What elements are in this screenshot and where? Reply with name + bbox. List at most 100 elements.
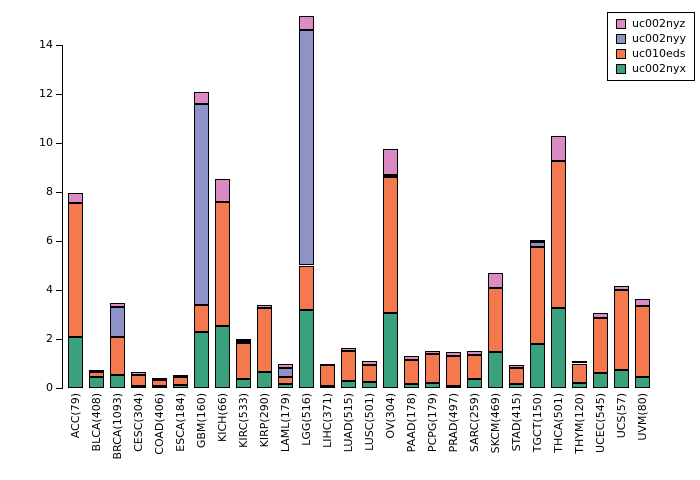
bar-segment-uc010eds (320, 365, 335, 387)
x-axis-label: CESC(304) (131, 393, 145, 452)
bar-segment-uc002nyz (404, 356, 419, 360)
x-axis-label: LGG(516) (299, 393, 313, 446)
x-axis-label: TGCT(150) (530, 393, 544, 453)
bar-segment-uc002nyx (110, 374, 125, 388)
y-axis-tick-label: 8 (46, 185, 53, 198)
x-axis-label: SKCM(469) (488, 393, 502, 454)
y-axis-line (62, 45, 63, 389)
bar-segment-uc010eds (488, 287, 503, 353)
bar-segment-uc002nyz (215, 178, 230, 202)
bar-segment-uc002nyz (257, 304, 272, 309)
bar-segment-uc002nyx (446, 385, 461, 388)
x-axis-label: LUAD(515) (341, 393, 355, 453)
bar-segment-uc002nyy (110, 307, 125, 337)
bar-segment-uc010eds (593, 318, 608, 374)
x-axis-label: BLCA(408) (89, 393, 103, 452)
y-axis-tick (56, 94, 62, 95)
bar-segment-uc010eds (68, 203, 83, 337)
x-axis-label: UCEC(545) (593, 393, 607, 453)
bar-segment-uc002nyz (299, 15, 314, 31)
y-axis-tick-label: 0 (46, 381, 53, 394)
bar-segment-uc002nyz (635, 298, 650, 306)
bar-segment-uc010eds (341, 351, 356, 381)
bar-segment-uc010eds (404, 359, 419, 385)
y-axis-tick (56, 192, 62, 193)
bar-segment-uc002nyz (614, 286, 629, 290)
legend-swatch-uc002nyx (615, 64, 626, 74)
bar-segment-uc002nyx (404, 384, 419, 388)
x-axis-label: THCA(501) (551, 393, 565, 453)
x-axis-label: PCPG(179) (425, 393, 439, 453)
legend-item: uc002nyx (615, 62, 686, 75)
bar-segment-uc002nyy (194, 103, 209, 305)
bar-segment-uc010eds (131, 374, 146, 386)
bar-segment-uc002nyx (467, 379, 482, 388)
legend-item: uc002nyy (615, 33, 686, 45)
bar-segment-uc010eds (278, 376, 293, 385)
x-axis-label: OV(304) (383, 393, 397, 439)
legend: uc002nyz uc002nyy uc010eds uc002nyx (606, 12, 695, 81)
bar-segment-uc002nyz (509, 364, 524, 369)
x-axis-label: ESCA(184) (173, 393, 187, 452)
bar-segment-uc002nyy (530, 242, 545, 248)
bar-segment-uc002nyy (299, 30, 314, 266)
bar-segment-uc002nyx (131, 385, 146, 388)
x-axis-label: UVM(80) (635, 393, 649, 441)
bar-segment-uc002nyx (488, 352, 503, 388)
x-axis-label: PRAD(497) (446, 393, 460, 453)
bar-segment-uc002nyz (341, 347, 356, 352)
bar-segment-uc002nyz (572, 361, 587, 364)
y-axis-tick-label: 12 (39, 87, 53, 100)
bar-segment-uc002nyz (362, 361, 377, 365)
x-axis-label: ACC(79) (68, 393, 82, 439)
bar-segment-uc002nyz (488, 272, 503, 288)
bar-segment-uc002nyx (299, 309, 314, 388)
x-axis-label: LAML(179) (278, 393, 292, 453)
bar-segment-uc002nyz (446, 352, 461, 357)
bar-segment-uc002nyz (89, 369, 104, 373)
x-axis-label: UCS(57) (614, 393, 628, 439)
legend-item: uc002nyz (615, 18, 686, 30)
bar-segment-uc010eds (530, 247, 545, 344)
x-axis-label: KIRP(290) (257, 393, 271, 448)
bar-segment-uc002nyz (68, 193, 83, 204)
x-axis-label: KIRC(533) (236, 393, 250, 448)
bar-segment-uc002nyz (152, 378, 167, 381)
bar-segment-uc010eds (635, 305, 650, 377)
bar-segment-uc002nyz (194, 91, 209, 104)
bar-segment-uc002nyx (362, 381, 377, 388)
bar-segment-uc010eds (383, 177, 398, 314)
bar-segment-uc002nyx (425, 383, 440, 388)
bar-segment-uc002nyy (236, 341, 251, 344)
bar-segment-uc002nyx (530, 343, 545, 388)
bar-segment-uc002nyx (320, 386, 335, 389)
legend-swatch-uc002nyz (615, 19, 626, 29)
bar-segment-uc002nyx (152, 386, 167, 389)
y-axis-tick-label: 6 (46, 234, 53, 247)
bar-segment-uc002nyz (131, 372, 146, 375)
bar-segment-uc002nyx (635, 376, 650, 388)
bar-segment-uc002nyz (593, 313, 608, 319)
y-axis-tick (56, 290, 62, 291)
y-axis-tick-label: 4 (46, 283, 53, 296)
x-axis-label: COAD(406) (152, 393, 166, 455)
bar-segment-uc002nyx (614, 369, 629, 388)
bar-segment-uc002nyx (509, 384, 524, 388)
bar-segment-uc002nyz (467, 351, 482, 355)
bar-segment-uc002nyx (215, 325, 230, 388)
x-axis-label: THYM(120) (572, 393, 586, 454)
bar-segment-uc002nyz (110, 303, 125, 308)
legend-label: uc002nyx (631, 62, 686, 75)
legend-swatch-uc010eds (615, 49, 626, 59)
bar-segment-uc010eds (89, 372, 104, 377)
y-axis-tick (56, 143, 62, 144)
bar-segment-uc002nyx (68, 336, 83, 388)
bar-segment-uc010eds (215, 201, 230, 326)
bar-segment-uc010eds (173, 376, 188, 386)
x-axis-label: KICH(66) (215, 393, 229, 442)
y-axis-tick (56, 241, 62, 242)
y-axis-tick-label: 14 (39, 38, 53, 51)
bar-segment-uc002nyz (320, 363, 335, 366)
bar-segment-uc002nyx (236, 379, 251, 388)
